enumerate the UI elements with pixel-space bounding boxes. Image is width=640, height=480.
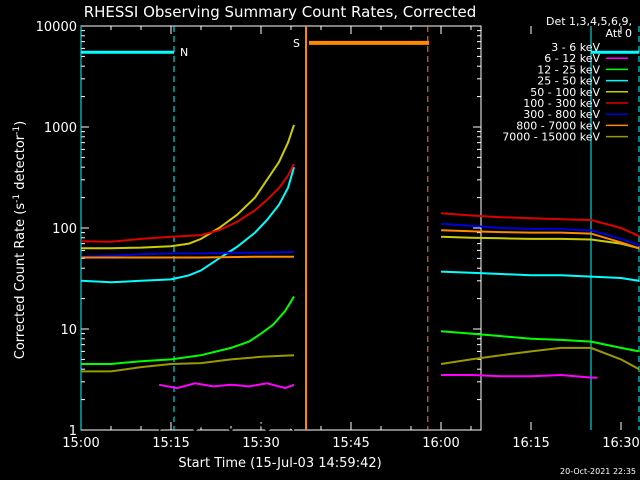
legend-entry-label: 7000 - 15000 keV <box>502 131 600 144</box>
x-tick-label: 15:45 <box>332 436 369 451</box>
series-12-25-keV <box>81 295 640 365</box>
series-300-800-keV <box>80 222 640 258</box>
x-tick-label: 16:30 <box>602 436 639 451</box>
x-tick-label: 15:00 <box>62 436 99 451</box>
series-100-300-keV <box>80 163 640 243</box>
x-tick-label: 16:00 <box>422 436 459 451</box>
night-label: N <box>180 46 188 59</box>
series-line <box>441 373 597 379</box>
series-line <box>440 330 640 353</box>
y-tick-label: 1 <box>69 424 77 439</box>
series-line <box>158 382 295 390</box>
series-25-50-keV <box>80 166 640 284</box>
series-line <box>80 163 295 243</box>
x-axis-label: Start Time (15-Jul-03 14:59:42) <box>178 456 381 471</box>
series-50-100-keV <box>81 124 640 250</box>
y-tick-label: 100 <box>52 222 77 237</box>
legend-entry-label: 12 - 25 keV <box>537 63 600 76</box>
series-3-6-keV <box>158 410 574 432</box>
series-line <box>440 270 640 282</box>
series-line <box>158 410 295 432</box>
legend-entry-label: 6 - 12 keV <box>544 52 600 65</box>
series-line <box>81 124 295 250</box>
legend-header: Att 0 <box>606 27 632 40</box>
x-tick-label: 16:15 <box>512 436 549 451</box>
legend-entry-label: 50 - 100 keV <box>530 86 600 99</box>
y-tick-label: 10 <box>60 323 77 338</box>
x-tick-label: 15:15 <box>152 436 189 451</box>
series-line <box>81 354 295 373</box>
chart-title: RHESSI Observing Summary Count Rates, Co… <box>84 3 477 21</box>
series-line <box>80 250 295 258</box>
legend-entry-label: 25 - 50 keV <box>537 75 600 88</box>
legend-header: Det 1,3,4,5,6,9, <box>546 15 632 28</box>
series-line <box>80 166 295 284</box>
series-line <box>81 295 295 365</box>
series-line <box>440 212 640 238</box>
plot-axes: 1 10 100 1000 10000 15:00 15:15 15:30 15:45 16:00… <box>36 20 640 451</box>
series-6-12-keV <box>158 373 597 390</box>
series-line <box>440 229 640 250</box>
series-line <box>81 255 294 259</box>
series-800-7000-keV <box>81 229 640 259</box>
series-line <box>440 346 640 371</box>
legend-entry-label: 3 - 6 keV <box>551 41 600 54</box>
saa-label: S <box>293 37 300 50</box>
y-tick-label: 1000 <box>44 121 77 136</box>
legend-entry-label: 100 - 300 keV <box>523 97 600 110</box>
y-tick-label: 10000 <box>36 20 77 35</box>
series-layer <box>80 124 640 432</box>
y-axis-label: Corrected Count Rate (s-1 detector-1) <box>12 121 28 359</box>
series-line <box>566 421 574 431</box>
x-tick-label: 15:30 <box>242 436 279 451</box>
series-line <box>440 235 640 250</box>
legend-entry-label: 800 - 7000 keV <box>516 119 600 132</box>
series-7000-15000-keV <box>81 346 640 373</box>
observing-intervals: NS <box>80 26 640 430</box>
footer-date: 20-Oct-2021 22:35 <box>560 467 636 476</box>
series-line <box>440 222 640 246</box>
legend-entry-label: 300 - 800 keV <box>523 108 600 121</box>
